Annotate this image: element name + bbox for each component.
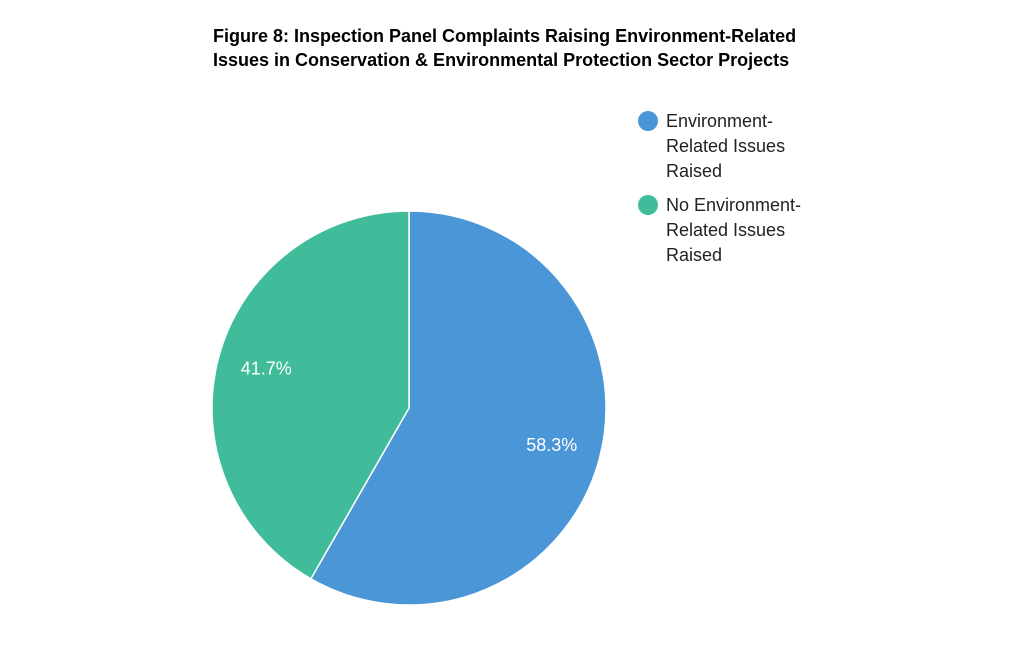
data-label: 58.3% — [526, 435, 577, 455]
legend-label: Environment-Related Issues Raised — [666, 111, 786, 181]
legend-marker — [638, 195, 658, 215]
pie-slice — [309, 210, 607, 606]
data-label: 41.7% — [241, 359, 292, 379]
chart-title: Figure 8: Inspection Panel Complaints Ra… — [213, 26, 797, 70]
legend-marker — [638, 111, 658, 131]
pie-slice — [211, 210, 410, 580]
legend-label: No Environment-Related Issues Raised — [666, 195, 802, 265]
